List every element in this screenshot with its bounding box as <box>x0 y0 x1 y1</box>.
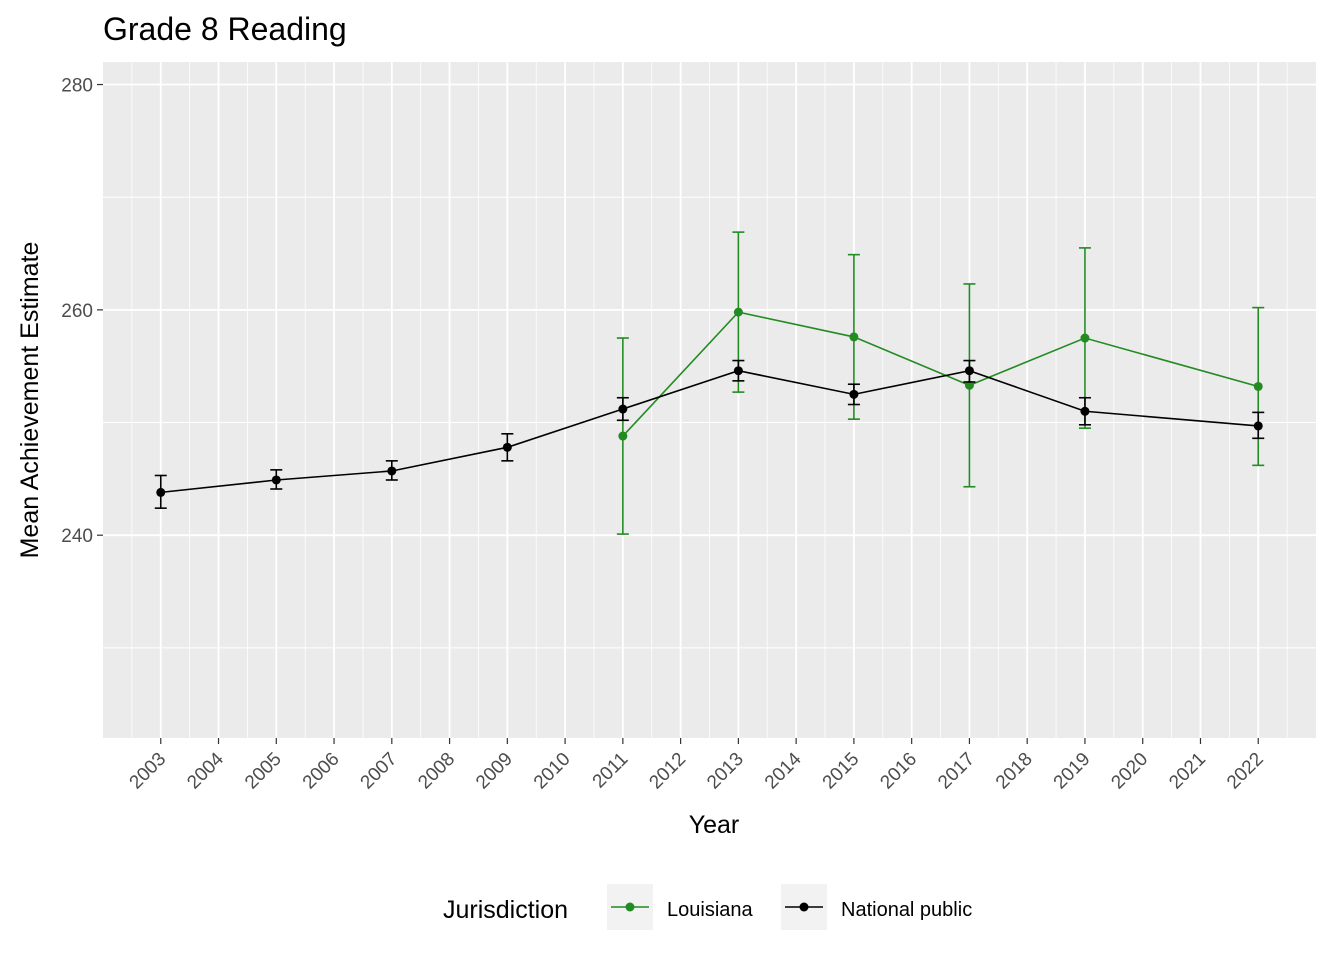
data-point <box>1080 333 1090 343</box>
series-line <box>160 369 1259 494</box>
data-point <box>964 366 974 376</box>
data-point <box>733 366 743 376</box>
y-tick-label: 280 <box>61 76 93 97</box>
x-tick-label: 2014 <box>761 748 806 793</box>
x-tick-label: 2009 <box>472 749 517 794</box>
series-national-public <box>154 359 1265 509</box>
data-point <box>1253 381 1263 391</box>
x-tick-label: 2004 <box>183 748 228 793</box>
x-tick-label: 2019 <box>1050 749 1095 794</box>
series-layer <box>154 231 1265 535</box>
legend-key-point <box>799 902 809 912</box>
legend: Jurisdiction Louisiana National public <box>443 884 972 930</box>
y-axis-title: Mean Achievement Estimate <box>16 242 44 559</box>
x-tick-label: 2020 <box>1108 749 1153 794</box>
x-tick-label: 2015 <box>819 749 864 794</box>
x-tick-label: 2013 <box>703 749 748 794</box>
x-tick-label: 2018 <box>992 749 1037 794</box>
x-tick-label: 2011 <box>589 749 633 793</box>
legend-key-point <box>625 902 635 912</box>
series-line <box>622 311 1259 437</box>
data-point <box>271 475 281 485</box>
y-tick-label: 260 <box>61 301 93 322</box>
data-point <box>156 487 166 497</box>
x-tick-label: 2010 <box>530 749 575 794</box>
x-tick-label: 2006 <box>299 749 344 794</box>
legend-label: National public <box>841 899 972 921</box>
x-tick-label: 2007 <box>357 749 402 794</box>
x-tick-label: 2016 <box>876 749 921 794</box>
x-tick-label: 2017 <box>934 749 979 794</box>
x-tick-label: 2005 <box>241 749 286 794</box>
data-point <box>618 404 628 414</box>
data-point <box>1253 421 1263 431</box>
x-tick-label: 2022 <box>1223 749 1268 794</box>
x-tick-label: 2012 <box>645 749 690 794</box>
y-tick-label: 240 <box>61 526 93 547</box>
data-point <box>964 380 974 390</box>
data-point <box>387 466 397 476</box>
x-tick-label: 2021 <box>1165 749 1210 794</box>
data-point <box>733 307 743 317</box>
data-point <box>618 431 628 441</box>
chart-title: Grade 8 Reading <box>103 11 347 47</box>
data-point <box>1080 406 1090 416</box>
data-point <box>502 442 512 452</box>
data-point <box>849 389 859 399</box>
legend-label: Louisiana <box>667 899 754 921</box>
x-axis-title: Year <box>689 811 740 839</box>
x-tick-label: 2003 <box>126 749 171 794</box>
x-tick-label: 2008 <box>414 749 459 794</box>
legend-title: Jurisdiction <box>443 896 568 924</box>
grid <box>103 62 1316 738</box>
data-point <box>849 332 859 342</box>
